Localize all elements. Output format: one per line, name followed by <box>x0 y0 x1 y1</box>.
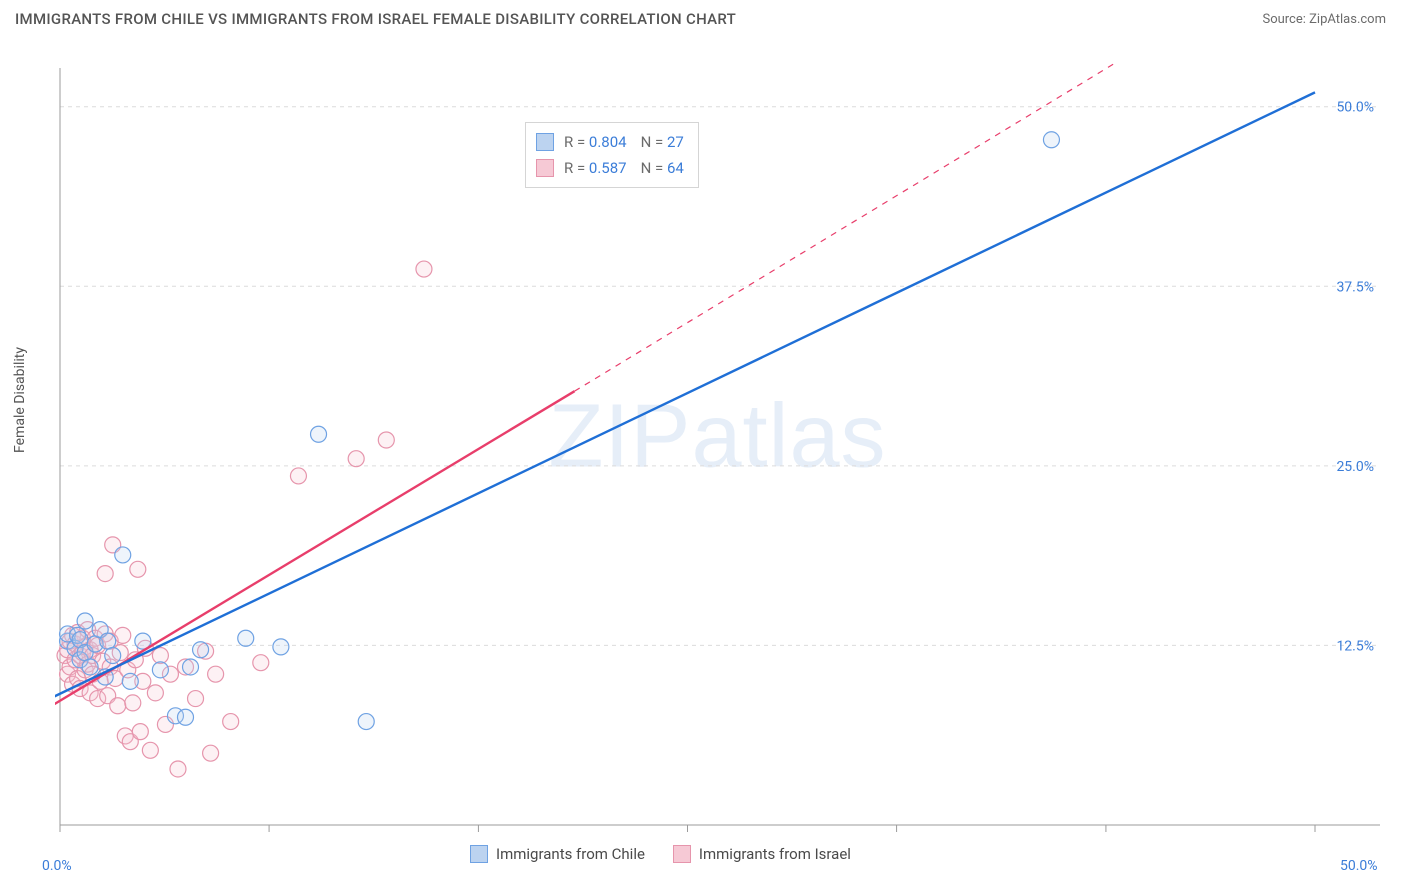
stats-row: R = 0.587N = 64 <box>536 155 684 181</box>
data-point <box>416 261 432 277</box>
legend-item: Immigrants from Chile <box>470 845 645 863</box>
legend-swatch <box>536 133 554 151</box>
legend: Immigrants from Chile Immigrants from Isr… <box>470 845 851 863</box>
stats-text: R = 0.587N = 64 <box>564 155 684 181</box>
legend-swatch <box>470 845 488 863</box>
data-point <box>115 627 131 643</box>
data-point <box>238 630 254 646</box>
data-point <box>223 714 239 730</box>
data-point <box>147 685 163 701</box>
legend-swatch <box>673 845 691 863</box>
y-tick-label: 37.5% <box>1336 279 1374 295</box>
data-point <box>290 468 306 484</box>
data-point <box>152 647 168 663</box>
legend-label: Immigrants from Israel <box>699 845 851 863</box>
data-point <box>193 642 209 658</box>
data-point <box>97 566 113 582</box>
y-axis-label: Female Disability <box>12 347 28 453</box>
stats-row: R = 0.804N = 27 <box>536 129 684 155</box>
data-point <box>273 639 289 655</box>
data-point <box>203 745 219 761</box>
data-point <box>115 547 131 563</box>
data-point <box>77 613 93 629</box>
data-point <box>311 426 327 442</box>
data-point <box>378 432 394 448</box>
data-point <box>1043 132 1059 148</box>
data-point <box>142 742 158 758</box>
data-point <box>100 633 116 649</box>
legend-label: Immigrants from Chile <box>496 845 645 863</box>
x-axis-max-label: 50.0% <box>1340 858 1378 874</box>
data-point <box>105 647 121 663</box>
data-point <box>110 698 126 714</box>
data-point <box>183 659 199 675</box>
source-label: Source: ZipAtlas.com <box>1262 12 1386 27</box>
chart-title: IMMIGRANTS FROM CHILE VS IMMIGRANTS FROM… <box>15 10 736 28</box>
y-tick-label: 50.0% <box>1336 100 1374 116</box>
data-point <box>188 691 204 707</box>
correlation-stats-box: R = 0.804N = 27R = 0.587N = 64 <box>525 122 699 188</box>
data-point <box>358 714 374 730</box>
data-point <box>122 673 138 689</box>
data-point <box>132 724 148 740</box>
chart-area: ZIPatlas 12.5%25.0%37.5%50.0% R = 0.804N… <box>55 60 1380 845</box>
data-point <box>178 709 194 725</box>
scatter-plot: 12.5% 25.0% 37.5% 50.0% <box>55 60 1380 845</box>
legend-item: Immigrants from Israel <box>673 845 851 863</box>
stats-text: R = 0.804N = 27 <box>564 129 684 155</box>
data-point <box>82 659 98 675</box>
y-tick-label: 12.5% <box>1336 638 1374 654</box>
data-point <box>170 761 186 777</box>
legend-swatch <box>536 159 554 177</box>
data-point <box>253 655 269 671</box>
data-point <box>348 451 364 467</box>
y-tick-label: 25.0% <box>1336 459 1374 475</box>
x-axis-min-label: 0.0% <box>42 858 72 874</box>
data-point <box>125 695 141 711</box>
data-point <box>130 561 146 577</box>
data-point <box>208 666 224 682</box>
data-point <box>152 662 168 678</box>
